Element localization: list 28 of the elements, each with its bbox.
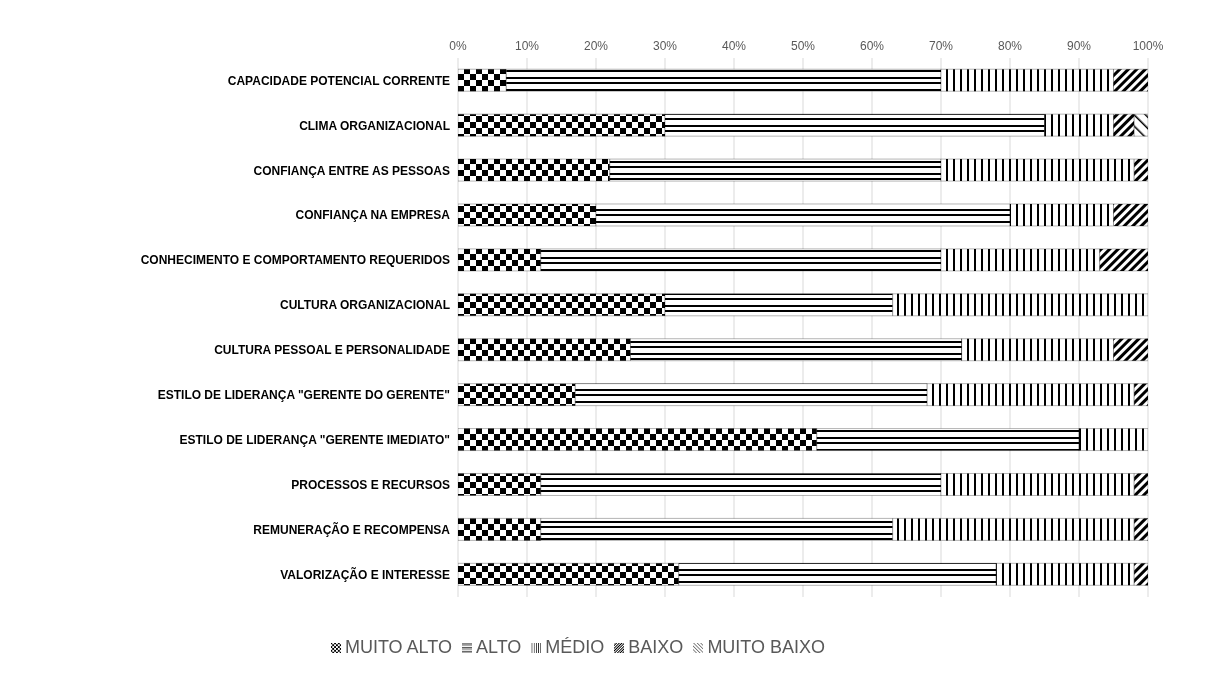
x-tick-label: 50% xyxy=(790,39,816,53)
x-tick-label: 60% xyxy=(859,39,885,53)
legend-label: MÉDIO xyxy=(545,637,605,657)
y-tick-label: REMUNERAÇÃO E RECOMPENSA xyxy=(253,521,451,537)
y-tick-label: CLIMA ORGANIZACIONAL xyxy=(299,118,450,133)
x-tick-label: 70% xyxy=(928,39,954,53)
y-tick-label: CONFIANÇA NA EMPRESA xyxy=(295,208,451,223)
y-tick-label: ESTILO DE LIDERANÇA "GERENTE DO GERENTE" xyxy=(157,388,450,403)
legend-label: BAIXO xyxy=(628,637,684,657)
y-tick-label: PROCESSOS E RECURSOS xyxy=(291,477,450,492)
y-tick-label: CULTURA PESSOAL E PERSONALIDADE xyxy=(214,343,450,358)
x-tick-label: 100% xyxy=(1132,39,1164,53)
y-tick-label: ESTILO DE LIDERANÇA "GERENTE IMEDIATO" xyxy=(179,433,450,448)
x-tick-label: 10% xyxy=(514,39,540,53)
legend-label: ALTO xyxy=(475,637,522,657)
x-tick-label: 80% xyxy=(997,39,1023,53)
x-tick-label: 20% xyxy=(583,39,609,53)
y-tick-label: CAPACIDADE POTENCIAL CORRENTE xyxy=(227,73,450,88)
y-tick-label: CONHECIMENTO E COMPORTAMENTO REQUERIDOS xyxy=(140,253,450,268)
x-tick-label: 40% xyxy=(721,39,747,53)
y-tick-label: VALORIZAÇÃO E INTERESSE xyxy=(280,566,450,582)
y-tick-label: CONFIANÇA ENTRE AS PESSOAS xyxy=(253,163,450,178)
x-tick-label: 30% xyxy=(652,39,678,53)
x-tick-label: 90% xyxy=(1066,39,1092,53)
x-tick-label: 0% xyxy=(449,39,467,53)
y-tick-label: CULTURA ORGANIZACIONAL xyxy=(280,298,450,313)
legend-label: MUITO ALTO xyxy=(344,637,452,657)
legend-label: MUITO BAIXO xyxy=(707,637,826,657)
